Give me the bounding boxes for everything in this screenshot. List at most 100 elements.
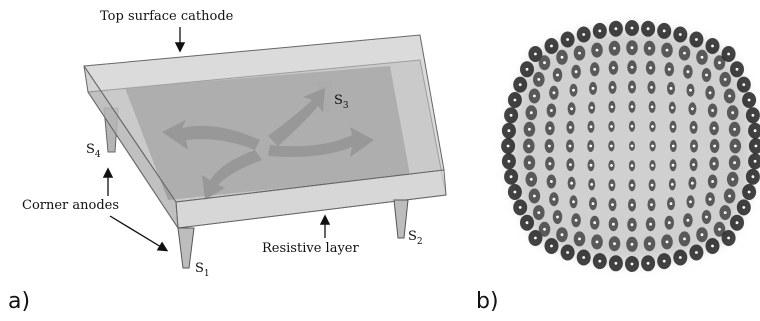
spot-core <box>598 30 601 33</box>
spot-core <box>755 145 758 148</box>
spot-core <box>748 191 751 194</box>
spot-core <box>689 89 692 92</box>
spot-core <box>510 175 513 178</box>
panel-label: b) <box>476 289 499 314</box>
spot-core <box>731 111 734 114</box>
spot-core <box>713 145 716 148</box>
spot-core <box>689 200 692 203</box>
spot-core <box>570 107 573 110</box>
spot-core <box>631 164 634 167</box>
spot-core <box>705 216 708 219</box>
spot-core <box>543 61 546 64</box>
spot-core <box>549 127 552 130</box>
spot-core <box>569 145 572 148</box>
spot-core <box>561 233 564 236</box>
spot-core <box>695 38 698 41</box>
spot-core <box>611 203 614 206</box>
anode-letter: S <box>86 142 95 157</box>
spot-core <box>711 180 714 183</box>
panel-label: a) <box>8 289 30 314</box>
spot-core <box>578 238 581 241</box>
spot-core <box>752 114 755 117</box>
spot-core <box>709 91 712 94</box>
spot-core <box>566 38 569 41</box>
spot-core <box>526 68 529 71</box>
spot-core <box>734 145 737 148</box>
spot-core <box>679 256 682 259</box>
spot-core <box>701 233 704 236</box>
spot-core <box>572 200 575 203</box>
spot-core <box>668 68 671 71</box>
spot-core <box>668 221 671 224</box>
spot-core <box>590 106 593 109</box>
spot-core <box>575 70 578 73</box>
spot-core <box>687 219 690 222</box>
spot-core <box>514 191 517 194</box>
spot-core <box>679 33 682 36</box>
spot-core <box>519 83 522 86</box>
spot-core <box>631 263 634 266</box>
spot-core <box>736 68 739 71</box>
spot-core <box>610 145 613 148</box>
spot-core <box>566 251 569 254</box>
spot-core <box>519 206 522 209</box>
spot-core <box>611 86 614 89</box>
spot-core <box>736 221 739 224</box>
spot-core <box>742 206 745 209</box>
spot-core <box>533 195 536 198</box>
spot-core <box>711 245 714 248</box>
spot-core <box>598 260 601 263</box>
spot-core <box>724 211 727 214</box>
spot-core <box>553 91 556 94</box>
figure: Top surface cathode Corner anodes Resist… <box>0 0 760 321</box>
spot-core <box>670 87 673 90</box>
spot-core <box>748 99 751 102</box>
spot-core <box>672 164 675 167</box>
spot-core <box>709 198 712 201</box>
spot-core <box>508 160 511 163</box>
spot-core <box>731 178 734 181</box>
spot-core <box>530 111 533 114</box>
spot-core <box>596 241 599 244</box>
spot-core <box>550 245 553 248</box>
spot-core <box>611 106 614 109</box>
spot-core <box>569 126 572 129</box>
spot-core <box>672 145 675 148</box>
spot-core <box>530 178 533 181</box>
spot-core <box>648 47 651 50</box>
spot-core <box>671 183 674 186</box>
spot-core <box>550 109 553 112</box>
spot-core <box>687 70 690 73</box>
spot-core <box>611 184 614 187</box>
spot-core <box>752 175 755 178</box>
spot-core <box>692 163 695 166</box>
spot-core <box>590 183 593 186</box>
spot-core <box>526 221 529 224</box>
spot-core <box>590 164 593 167</box>
spot-core <box>683 238 686 241</box>
spot-core <box>631 184 634 187</box>
spot-core <box>537 211 540 214</box>
anode-letter: S <box>408 229 417 244</box>
anode-index: 3 <box>343 101 349 111</box>
spot-core <box>553 198 556 201</box>
spot-core <box>649 223 652 226</box>
spot-core <box>649 66 652 69</box>
spot-core <box>666 49 669 52</box>
anode-s1 <box>178 228 194 268</box>
spot-core <box>631 105 634 108</box>
spot-core <box>695 251 698 254</box>
spot-core <box>651 106 654 109</box>
spot-core <box>718 228 721 231</box>
spot-core <box>666 241 669 244</box>
spot-core <box>651 125 654 128</box>
spot-core <box>663 260 666 263</box>
spot-core <box>728 195 731 198</box>
spot-core <box>631 27 634 30</box>
spot-core <box>631 243 634 246</box>
spot-core <box>742 83 745 86</box>
spot-core <box>508 129 511 132</box>
anode-letter: S <box>334 93 343 108</box>
spot-core <box>647 27 650 30</box>
spot-core <box>733 161 736 164</box>
